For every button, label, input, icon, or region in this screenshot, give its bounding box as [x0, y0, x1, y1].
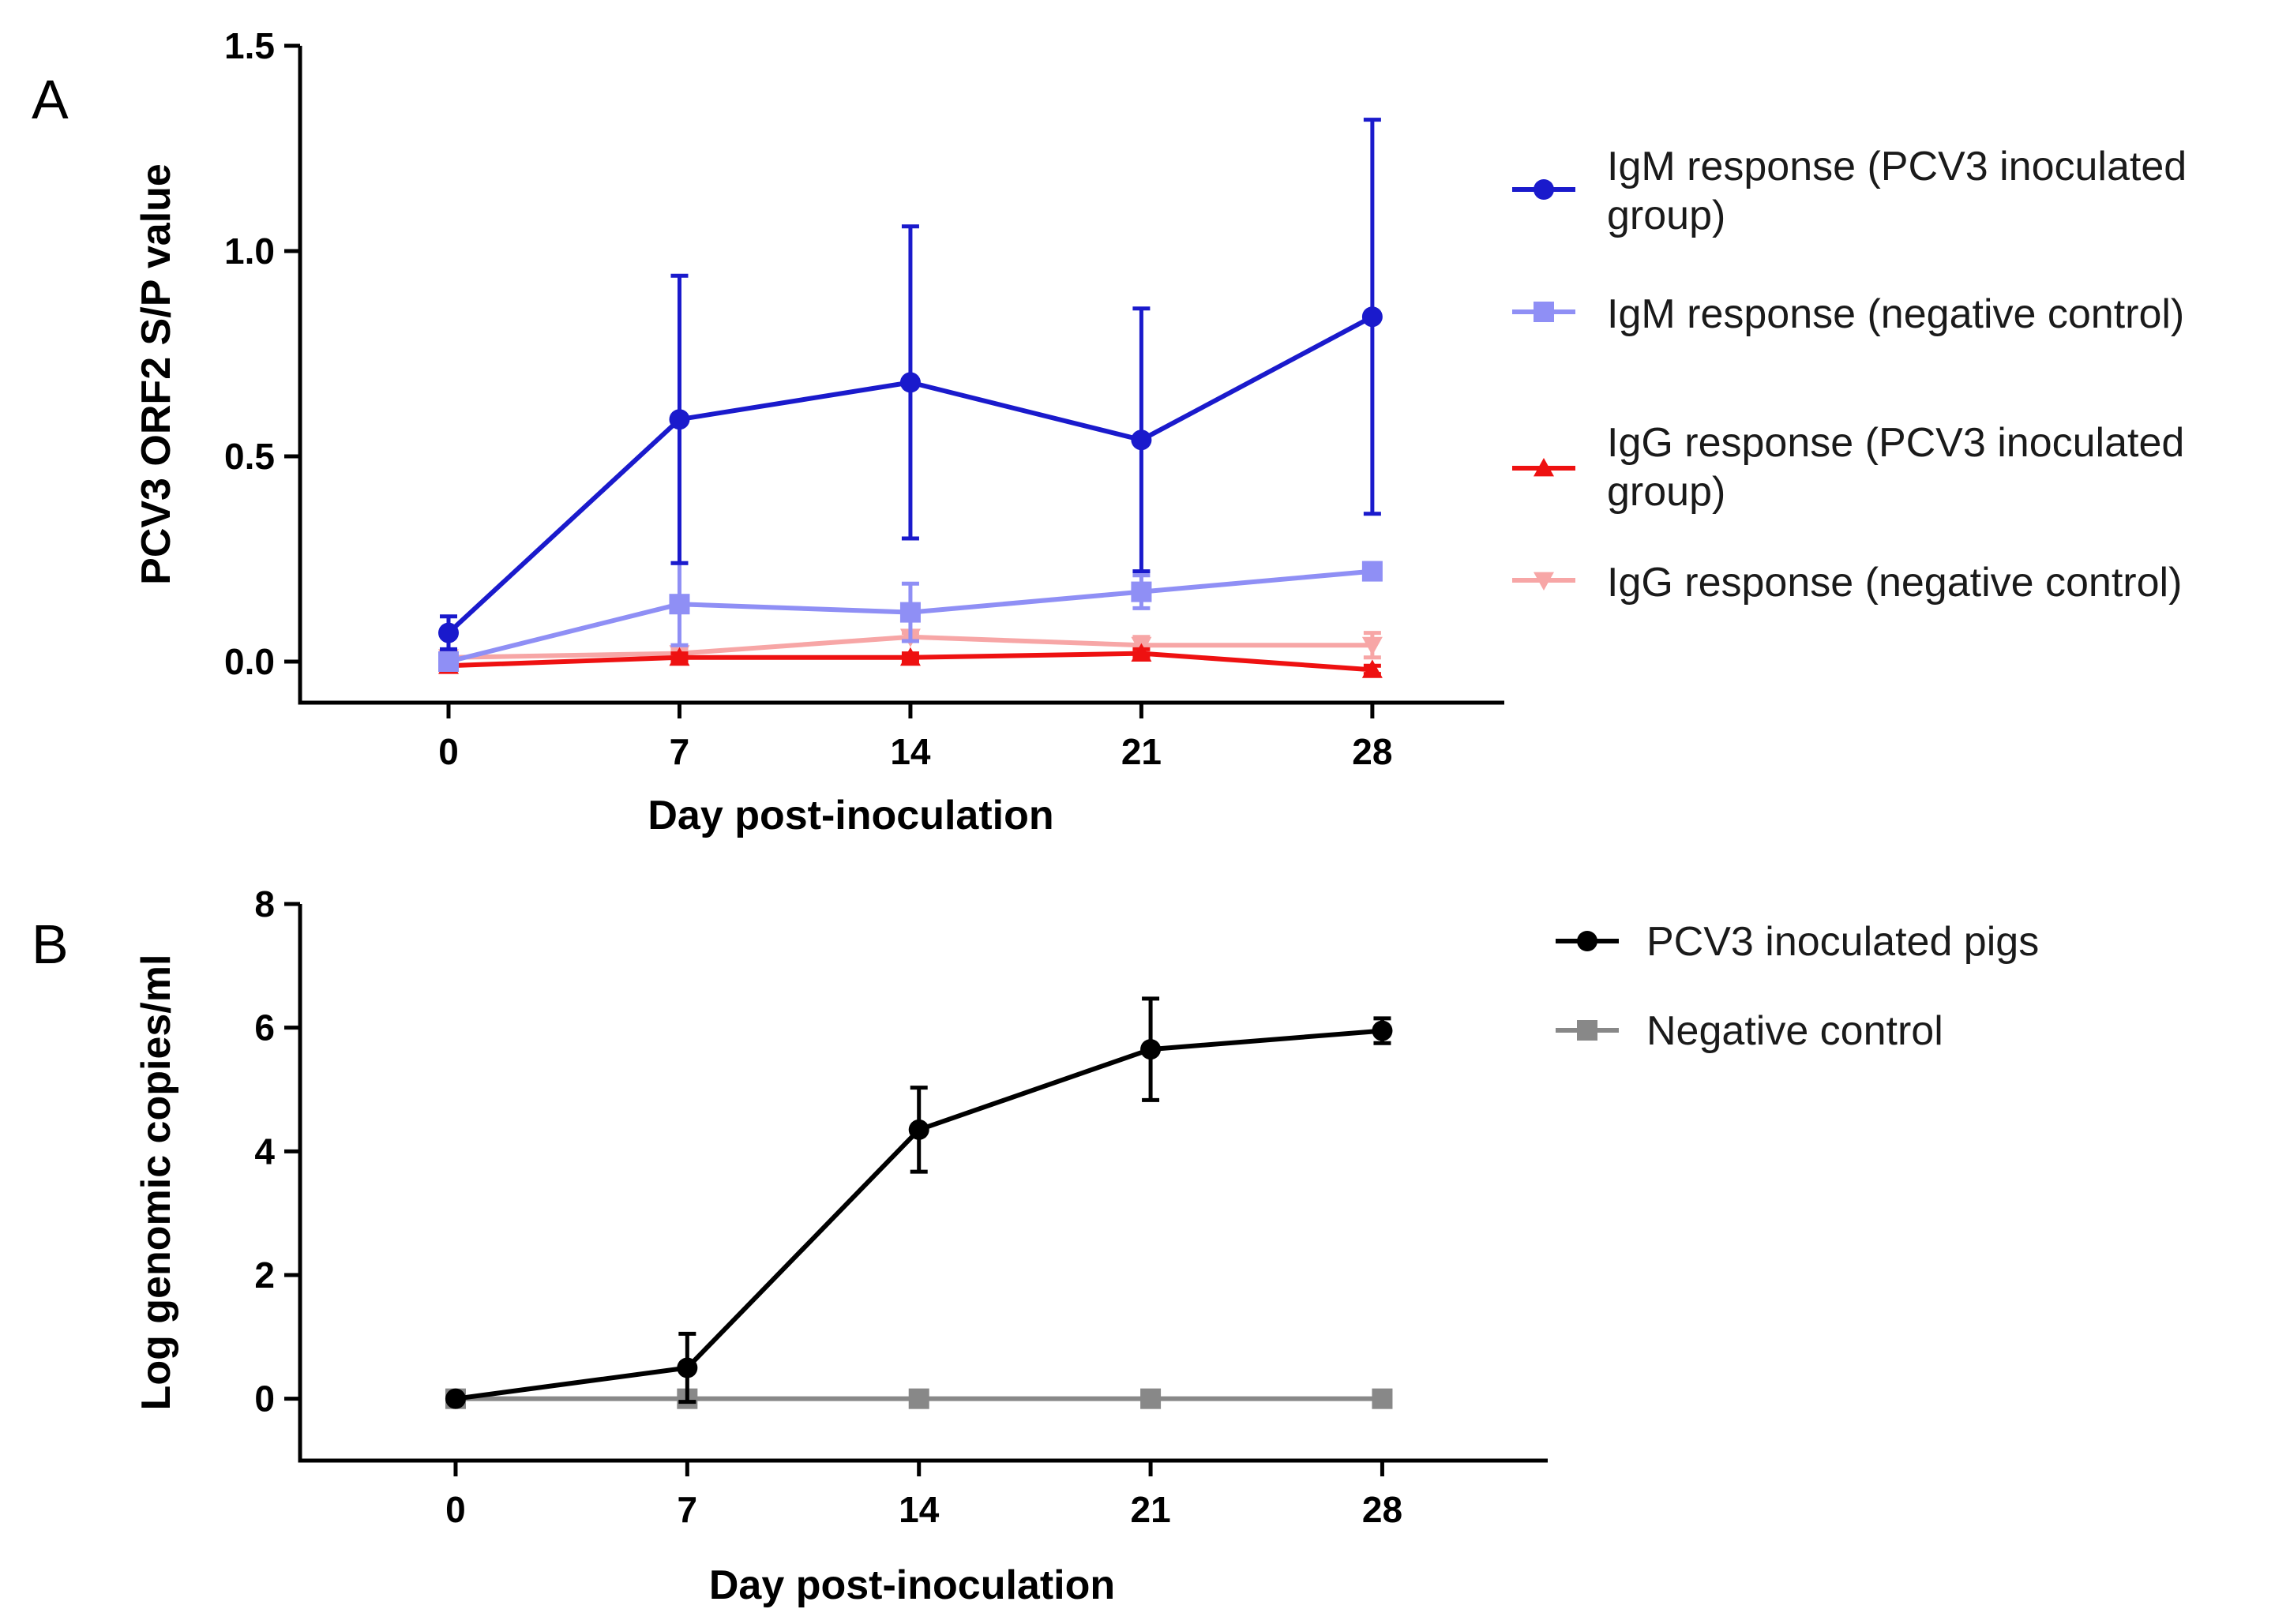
data-point: [1140, 1039, 1162, 1060]
legend-entry: PCV3 inoculated pigs: [1556, 919, 2039, 965]
y-axis-title: Log genomic copies/ml: [133, 955, 179, 1411]
panel-label: A: [32, 69, 69, 130]
data-point: [1131, 581, 1152, 602]
data-point: [1372, 1020, 1393, 1041]
legend: PCV3 inoculated pigs Negative control: [1556, 919, 2039, 1054]
legend-entry: Negative control: [1556, 1008, 1943, 1054]
legend-marker: [1577, 931, 1597, 951]
data-point: [1361, 561, 1383, 582]
x-tick-label: 7: [670, 731, 690, 772]
data-point: [1361, 636, 1383, 656]
y-tick-label: 8: [254, 883, 275, 925]
panel-label: B: [32, 913, 69, 975]
legend-marker: [1534, 572, 1554, 591]
y-tick-label: 0: [254, 1378, 275, 1420]
data-point: [899, 372, 921, 393]
x-tick-label: 28: [1352, 731, 1392, 772]
data-point: [899, 647, 921, 666]
y-tick-label: 2: [254, 1255, 275, 1296]
data-point: [669, 594, 690, 615]
y-tick-label: 6: [254, 1007, 275, 1048]
y-axis-title: PCV3 ORF2 S/P value: [133, 163, 179, 585]
series-igg-response-pcv3-inoculated-group: [438, 643, 1383, 678]
legend-label: IgG response (PCV3 inoculated: [1607, 420, 2184, 466]
legend-label: PCV3 inoculated pigs: [1646, 919, 2039, 965]
x-tick-label: 0: [438, 731, 459, 772]
data-point: [1131, 429, 1152, 451]
legend-label: group): [1607, 193, 1725, 238]
data-point: [438, 622, 460, 643]
x-tick-label: 21: [1130, 1489, 1170, 1530]
data-point: [1140, 1388, 1162, 1409]
x-tick-label: 28: [1362, 1489, 1402, 1530]
legend-label: IgM response (negative control): [1607, 291, 2184, 337]
x-tick-label: 14: [899, 1489, 940, 1530]
data-point: [669, 647, 690, 666]
series-igm-response-pcv3-inoculated-group: [438, 118, 1383, 651]
y-tick-label: 1.5: [224, 25, 275, 66]
data-point: [1372, 1388, 1393, 1409]
legend-label: group): [1607, 469, 1725, 515]
y-tick-label: 0.5: [224, 436, 275, 477]
data-point: [1131, 643, 1152, 662]
data-point: [1361, 659, 1383, 678]
legend-label: Negative control: [1646, 1008, 1943, 1054]
data-point: [669, 409, 690, 430]
legend-marker: [1534, 458, 1554, 477]
data-point: [438, 651, 460, 672]
data-point: [899, 602, 921, 623]
x-axis-title: Day post-inoculation: [709, 1562, 1115, 1608]
legend-marker: [1534, 302, 1554, 322]
data-point: [908, 1388, 929, 1409]
x-tick-label: 7: [678, 1489, 698, 1530]
legend-label: IgG response (negative control): [1607, 560, 2182, 606]
data-point: [677, 1357, 698, 1378]
series-negative-control: [445, 1388, 1393, 1409]
x-tick-label: 14: [890, 731, 931, 772]
series-pcv3-inoculated-pigs: [445, 996, 1393, 1409]
legend-entry: IgG response (negative control): [1512, 560, 2182, 606]
x-axis-title: Day post-inoculation: [648, 793, 1053, 838]
y-tick-label: 1.0: [224, 231, 275, 272]
legend-label: IgM response (PCV3 inoculated: [1607, 144, 2187, 189]
y-tick-label: 4: [254, 1131, 275, 1172]
data-point: [1361, 306, 1383, 328]
x-tick-label: 0: [445, 1489, 466, 1530]
legend-marker: [1534, 179, 1554, 200]
legend-entry: IgM response (negative control): [1512, 291, 2184, 337]
legend-marker: [1577, 1020, 1597, 1041]
data-point: [908, 1119, 929, 1140]
chart-panel-b: B 0 2 4 6 8 0 7 14 21 28 Day post-inoculation Log ge…: [32, 883, 2039, 1608]
y-tick-label: 0.0: [224, 641, 275, 682]
chart-panel-a: A 0.0 0.5 1.0 1.5 0 7 14 21 28 Day post-inoculatio…: [32, 25, 2187, 838]
data-point: [445, 1388, 466, 1409]
x-tick-label: 21: [1121, 731, 1162, 772]
series-igm-response-negative-control: [438, 561, 1383, 672]
